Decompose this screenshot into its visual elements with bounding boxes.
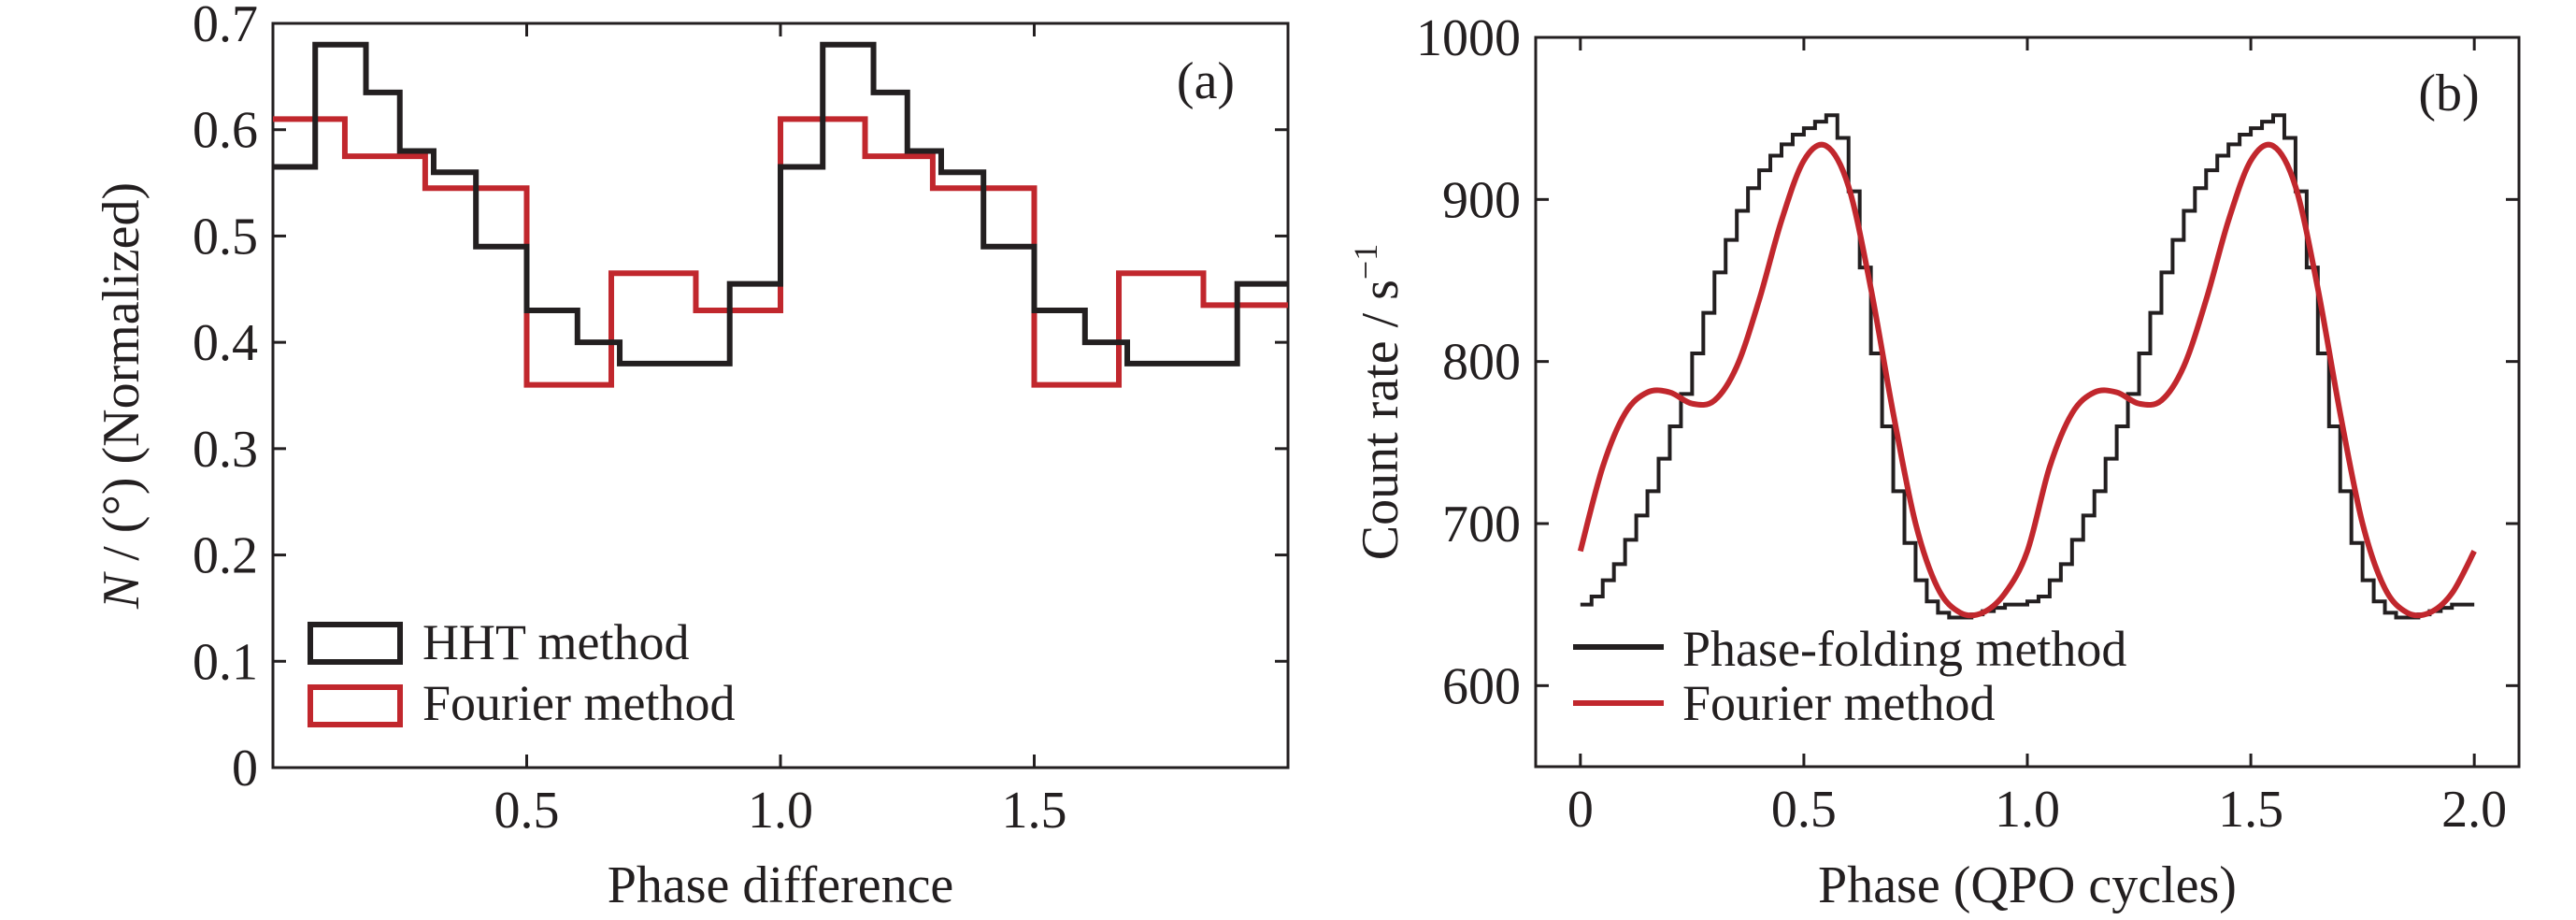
panel-a-y-tick-label: 0.3 bbox=[193, 421, 258, 479]
panel-b-y-tick-label: 600 bbox=[1442, 657, 1521, 715]
panel-b-axis-ticks: 0 0.5 1.0 1.5 2.0 600 700 800 900 1000 bbox=[1416, 9, 2519, 839]
legend-label-hht: HHT method bbox=[422, 614, 689, 670]
panel-b-y-tick-label: 800 bbox=[1442, 334, 1521, 392]
panel-a-y-tick-label: 0 bbox=[232, 740, 258, 798]
panel-b-x-tick-label: 1.5 bbox=[2218, 781, 2283, 839]
panel-b-x-tick-label: 0 bbox=[1567, 781, 1594, 839]
panel-a-axis-ticks: 0.5 1.0 1.5 0 0.1 0.2 0.3 0.4 0.5 0.6 0.7 bbox=[193, 0, 1288, 840]
panel-a-label: (a) bbox=[1177, 52, 1235, 110]
panel-a-y-axis-label-italic: N bbox=[93, 571, 150, 610]
panel-b-y-axis-label-superscript: −1 bbox=[1347, 244, 1384, 280]
panel-b-y-tick-label: 1000 bbox=[1416, 9, 1521, 67]
panel-a-y-tick-label: 0.2 bbox=[193, 527, 258, 585]
legend-label-fourier-b: Fourier method bbox=[1682, 675, 1995, 731]
panel-a-x-tick-label: 1.0 bbox=[748, 782, 813, 840]
panel-b-series-group bbox=[1577, 113, 2477, 620]
panel-b-y-axis-label-text: Count rate / s bbox=[1352, 280, 1410, 560]
legend-label-fourier-a: Fourier method bbox=[422, 675, 735, 731]
series-fourier-smooth-line-b bbox=[1577, 141, 2477, 619]
panel-a-y-tick-label: 0.4 bbox=[193, 314, 258, 372]
panel-b-y-tick-label: 900 bbox=[1442, 171, 1521, 229]
panel-a-y-tick-label: 0.5 bbox=[193, 208, 258, 266]
panel-a-y-tick-label: 0.7 bbox=[193, 0, 258, 53]
panel-b-y-tick-label: 700 bbox=[1442, 496, 1521, 553]
panel-a-series-group bbox=[273, 41, 1288, 388]
panel-a-x-axis-label: Phase difference bbox=[608, 856, 954, 914]
panel-a-x-tick-label: 0.5 bbox=[494, 782, 560, 840]
panel-b-x-axis-label: Phase (QPO cycles) bbox=[1818, 856, 2237, 914]
panel-a-chart: 0.5 1.0 1.5 0 0.1 0.2 0.3 0.4 0.5 0.6 0.7 (a) Phas… bbox=[93, 0, 1290, 914]
panel-a-y-axis-label-rest: / (°) (Normalized) bbox=[93, 182, 150, 574]
panel-b-chart: 0 0.5 1.0 1.5 2.0 600 700 800 900 1000 (b) Phase … bbox=[1347, 9, 2521, 914]
panel-b-y-axis-label: Count rate / s−1 bbox=[1347, 244, 1410, 561]
legend-swatch-hht bbox=[308, 622, 403, 665]
legend-swatch-fourier-a bbox=[308, 684, 403, 727]
panel-a-x-tick-label: 1.5 bbox=[1002, 782, 1067, 840]
panel-a-y-tick-label: 0.6 bbox=[193, 102, 258, 160]
series-hht-step-line bbox=[273, 41, 1288, 367]
legend-label-phase-folding: Phase-folding method bbox=[1682, 621, 2126, 677]
panel-b-x-tick-label: 0.5 bbox=[1771, 781, 1837, 839]
panel-b-legend: Phase-folding method Fourier method bbox=[1573, 621, 2126, 731]
panel-b-label: (b) bbox=[2418, 65, 2479, 122]
panel-b-x-tick-label: 2.0 bbox=[2441, 781, 2507, 839]
panel-b-x-tick-label: 1.0 bbox=[1995, 781, 2060, 839]
panel-a-y-tick-label: 0.1 bbox=[193, 633, 258, 691]
panel-a-y-axis-label: N / (°) (Normalized) bbox=[93, 182, 150, 610]
panel-a-legend: HHT method Fourier method bbox=[308, 614, 735, 731]
